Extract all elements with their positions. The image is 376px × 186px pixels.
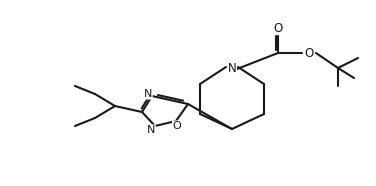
Text: O: O	[173, 121, 181, 131]
Text: N: N	[144, 89, 152, 99]
Text: N: N	[227, 62, 237, 75]
Text: N: N	[147, 125, 155, 135]
Text: O: O	[273, 22, 283, 34]
Text: O: O	[305, 46, 314, 60]
